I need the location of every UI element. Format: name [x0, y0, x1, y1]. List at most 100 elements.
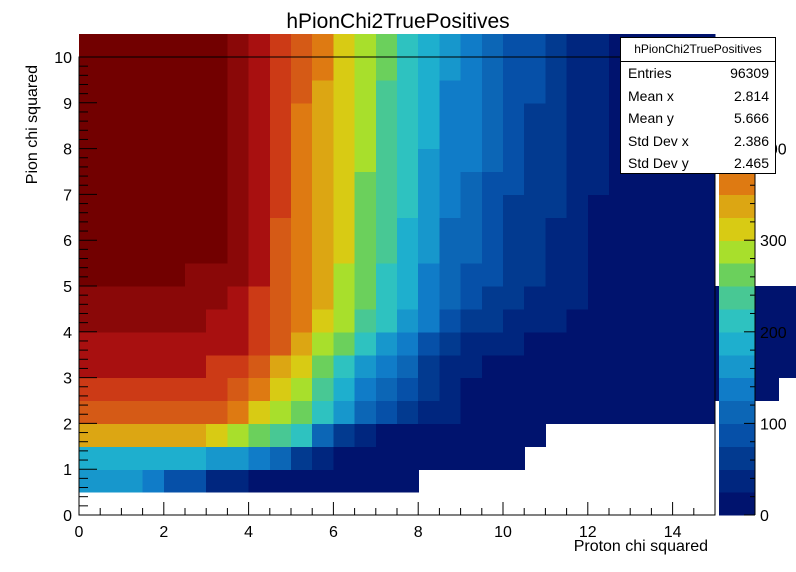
heatmap-cell	[206, 194, 228, 218]
heatmap-cell	[397, 423, 419, 447]
heatmap-cell	[142, 377, 165, 402]
heatmap-cell	[566, 400, 589, 424]
heatmap-cell	[291, 34, 313, 58]
heatmap-cell	[227, 171, 250, 195]
stats-std-y: Std Dev y 2.465	[621, 152, 775, 175]
heatmap-cell	[630, 194, 652, 218]
heatmap-cell	[630, 240, 652, 264]
heatmap-cell	[312, 286, 334, 310]
heatmap-cell	[333, 148, 356, 173]
heatmap-cell	[481, 240, 504, 264]
heatmap-cell	[100, 148, 122, 173]
heatmap-cell	[121, 331, 144, 356]
heatmap-cell	[185, 125, 207, 150]
heatmap-cell	[587, 400, 610, 424]
heatmap-cell	[545, 377, 568, 402]
heatmap-cell	[375, 377, 398, 402]
heatmap-cell	[206, 377, 228, 402]
heatmap-cell	[79, 446, 101, 470]
heatmap-cell	[397, 171, 419, 195]
heatmap-cell	[418, 194, 440, 218]
heatmap-cell	[79, 217, 101, 241]
heatmap-cell	[481, 171, 504, 195]
heatmap-cell	[354, 446, 377, 470]
heatmap-cell	[757, 308, 780, 333]
heatmap-cell	[503, 240, 525, 264]
heatmap-cell	[778, 354, 796, 379]
heatmap-cell	[333, 125, 356, 150]
stats-mean-x-value: 2.814	[733, 87, 769, 104]
x-tick-label: 12	[579, 524, 597, 541]
palette-bin	[719, 240, 755, 264]
heatmap-cell	[375, 171, 398, 195]
heatmap-cell	[248, 57, 271, 81]
heatmap-cell	[121, 377, 144, 402]
heatmap-cell	[121, 102, 144, 127]
heatmap-cell	[121, 148, 144, 173]
heatmap-cell	[312, 377, 334, 402]
heatmap-cell	[206, 469, 228, 493]
heatmap-cell	[524, 194, 546, 218]
heatmap-cell	[333, 34, 356, 58]
heatmap-cell	[142, 148, 165, 173]
stats-title: hPionChi2TruePositives	[621, 38, 775, 62]
heatmap-cell	[227, 377, 250, 402]
heatmap-cell	[587, 125, 610, 150]
heatmap-cell	[524, 34, 546, 58]
palette-tick-label: 200	[760, 325, 787, 342]
heatmap-cells	[79, 34, 796, 493]
palette-bin	[719, 194, 755, 218]
heatmap-cell	[439, 34, 462, 58]
heatmap-cell	[375, 240, 398, 264]
heatmap-cell	[503, 57, 525, 81]
heatmap-cell	[269, 171, 292, 195]
heatmap-cell	[206, 125, 228, 150]
heatmap-cell	[163, 79, 186, 104]
heatmap-cell	[121, 194, 144, 218]
heatmap-cell	[418, 331, 440, 356]
x-axis-label: Proton chi squared	[574, 538, 708, 555]
heatmap-cell	[227, 34, 250, 58]
heatmap-cell	[248, 171, 271, 195]
palette-tick-label: 100	[760, 416, 787, 433]
heatmap-cell	[693, 194, 716, 218]
heatmap-cell	[566, 57, 589, 81]
heatmap-cell	[248, 79, 271, 104]
heatmap-cell	[333, 354, 356, 379]
heatmap-cell	[397, 354, 419, 379]
heatmap-cell	[354, 194, 377, 218]
heatmap-cell	[481, 423, 504, 447]
heatmap-cell	[778, 286, 796, 310]
heatmap-cell	[248, 34, 271, 58]
heatmap-cell	[651, 263, 674, 287]
heatmap-cell	[163, 446, 186, 470]
heatmap-cell	[693, 400, 716, 424]
heatmap-cell	[312, 102, 334, 127]
heatmap-cell	[333, 286, 356, 310]
palette-tick-label: 0	[760, 508, 769, 525]
heatmap-cell	[693, 331, 716, 356]
heatmap-cell	[460, 308, 483, 333]
heatmap-cell	[609, 194, 631, 218]
heatmap-cell	[630, 171, 652, 195]
heatmap-cell	[121, 125, 144, 150]
heatmap-cell	[672, 217, 695, 241]
heatmap-cell	[693, 217, 716, 241]
heatmap-cell	[460, 57, 483, 81]
heatmap-cell	[439, 240, 462, 264]
heatmap-cell	[460, 331, 483, 356]
heatmap-cell	[651, 217, 674, 241]
heatmap-cell	[100, 194, 122, 218]
heatmap-cell	[757, 331, 780, 356]
heatmap-cell	[481, 331, 504, 356]
heatmap-cell	[418, 286, 440, 310]
heatmap-cell	[566, 217, 589, 241]
heatmap-cell	[439, 354, 462, 379]
heatmap-cell	[248, 148, 271, 173]
heatmap-cell	[609, 308, 631, 333]
heatmap-cell	[693, 240, 716, 264]
heatmap-cell	[609, 286, 631, 310]
heatmap-cell	[206, 354, 228, 379]
heatmap-cell	[418, 102, 440, 127]
heatmap-cell	[587, 240, 610, 264]
